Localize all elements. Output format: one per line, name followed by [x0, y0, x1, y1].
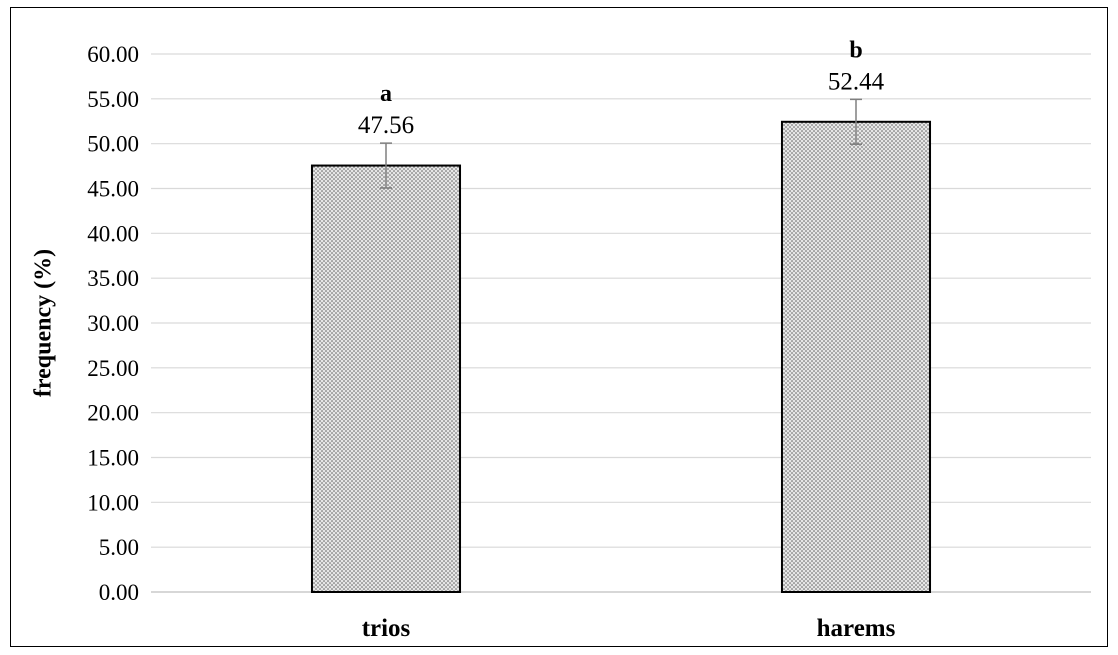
- bar-harems: [780, 120, 932, 594]
- x-tick-label-trios: trios: [362, 615, 411, 642]
- significance-letter-trios: a: [380, 81, 392, 107]
- data-label-harems: 52.44: [828, 68, 885, 95]
- significance-letter-harems: b: [849, 37, 862, 63]
- gridlines: [151, 53, 1091, 593]
- chart-frame: 0.00 5.00 10.00 15.00 20.00 25.00 30.00 35.00 40…: [10, 7, 1108, 647]
- bar-chart: 0.00 5.00 10.00 15.00 20.00 25.00 30.00 35.00 40…: [31, 37, 1091, 642]
- y-tick-label: 5.00: [99, 535, 139, 560]
- y-tick-label: 55.00: [87, 87, 139, 112]
- data-label-trios: 47.56: [358, 112, 414, 139]
- y-tick-label: 25.00: [87, 356, 139, 381]
- y-tick-label: 60.00: [87, 42, 139, 67]
- y-tick-label: 40.00: [87, 221, 139, 246]
- y-tick-label: 35.00: [87, 266, 139, 291]
- y-tick-label: 10.00: [87, 490, 139, 515]
- y-tick-label: 50.00: [87, 132, 139, 157]
- bars: [310, 120, 932, 594]
- y-tick-label: 0.00: [99, 580, 139, 605]
- y-tick-label: 15.00: [87, 446, 139, 471]
- y-axis-tick-labels: 0.00 5.00 10.00 15.00 20.00 25.00 30.00 35.00 40…: [87, 42, 139, 605]
- x-axis-category-labels: trios harems: [362, 615, 896, 642]
- x-tick-label-harems: harems: [817, 615, 896, 642]
- y-axis-title: frequency (%): [31, 249, 57, 397]
- y-tick-label: 20.00: [87, 401, 139, 426]
- data-labels: 47.56 a 52.44 b: [358, 37, 885, 139]
- y-tick-label: 45.00: [87, 177, 139, 202]
- error-bars: [380, 98, 862, 189]
- bar-trios: [310, 164, 462, 594]
- y-tick-label: 30.00: [87, 311, 139, 336]
